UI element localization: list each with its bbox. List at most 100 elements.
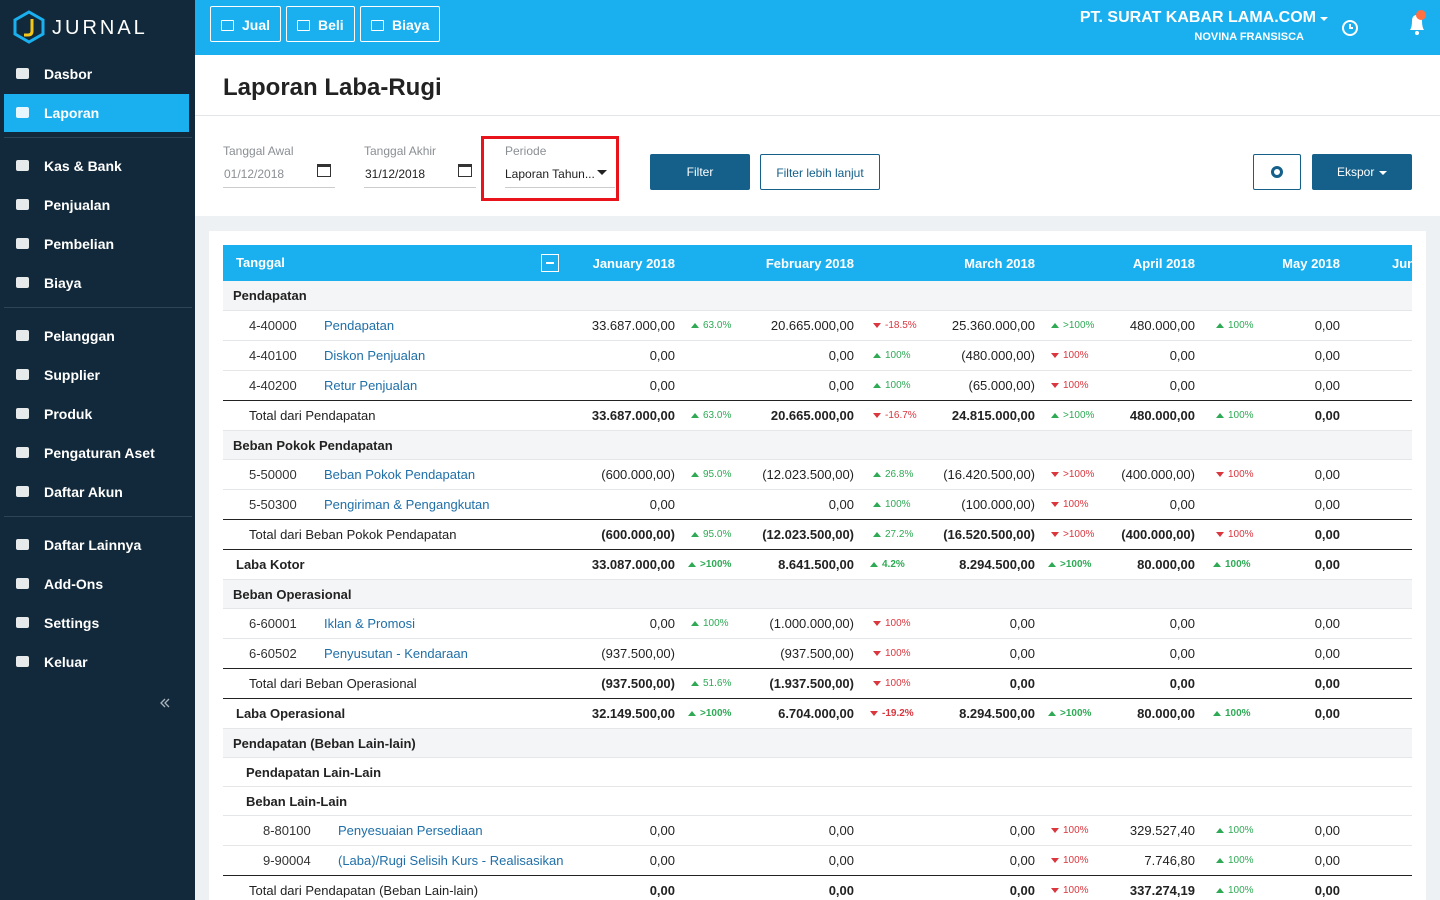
export-button[interactable]: Ekspor bbox=[1312, 154, 1412, 190]
cell-value: 0,00 bbox=[1315, 557, 1340, 572]
column-header[interactable]: Jun bbox=[1392, 256, 1412, 271]
cell-value: 0,00 bbox=[829, 853, 854, 868]
trend-label: -18.5% bbox=[885, 320, 917, 331]
trend-label: 100% bbox=[1228, 855, 1254, 866]
menu-item[interactable]: Kas & Bank bbox=[0, 148, 195, 184]
trend-up-icon bbox=[691, 532, 699, 537]
cell-value: 0,00 bbox=[650, 823, 675, 838]
menu-icon bbox=[16, 408, 29, 419]
cell-value: (100.000,00) bbox=[961, 497, 1035, 512]
column-header[interactable]: May 2018 bbox=[1282, 256, 1340, 271]
column-header[interactable]: March 2018 bbox=[964, 256, 1035, 271]
top-button[interactable]: Beli bbox=[286, 6, 355, 42]
expand-icon[interactable] bbox=[541, 254, 559, 272]
cell-value: 6.704.000,00 bbox=[778, 706, 854, 721]
menu-icon bbox=[16, 617, 29, 628]
filter-label: Periode bbox=[505, 144, 546, 158]
cell-value: (1.937.500,00) bbox=[769, 676, 854, 691]
menu-item[interactable]: Pengaturan Aset bbox=[0, 435, 195, 471]
table-row: 4-40000Pendapatan33.687.000,0063.0%20.66… bbox=[223, 310, 1412, 340]
account-name[interactable]: (Laba)/Rugi Selisih Kurs - Realisasikan bbox=[338, 853, 563, 868]
cell-value: 0,00 bbox=[1315, 378, 1340, 393]
account-name[interactable]: Pengiriman & Pengangkutan bbox=[324, 497, 490, 512]
trend-label: >100% bbox=[1060, 708, 1091, 719]
menu-item[interactable]: Penjualan bbox=[0, 187, 195, 223]
menu-item[interactable]: Dasbor bbox=[0, 56, 195, 92]
cell-value: 0,00 bbox=[829, 348, 854, 363]
trend-up-icon bbox=[691, 472, 699, 477]
menu-item[interactable]: Pelanggan bbox=[0, 318, 195, 354]
filter-value[interactable]: 01/12/2018 bbox=[224, 167, 284, 181]
account-name[interactable]: Penyusutan - Kendaraan bbox=[324, 646, 468, 661]
column-header[interactable]: Tanggal bbox=[236, 255, 285, 270]
trend-label: 4.2% bbox=[882, 559, 905, 570]
trend-label: 100% bbox=[885, 499, 911, 510]
company-caret bbox=[1320, 17, 1328, 21]
cell-value: 0,00 bbox=[1010, 616, 1035, 631]
collapse-icon[interactable] bbox=[159, 697, 171, 709]
trend-up-icon bbox=[1048, 562, 1056, 567]
menu-item[interactable]: Settings bbox=[0, 605, 195, 641]
cell-value: (937.500,00) bbox=[780, 646, 854, 661]
table-row: 5-50300Pengiriman & Pengangkutan0,000,00… bbox=[223, 489, 1412, 519]
menu-icon bbox=[16, 277, 29, 288]
column-header[interactable]: January 2018 bbox=[593, 256, 675, 271]
table-row: 8-80100Penyesuaian Persediaan0,000,000,0… bbox=[223, 815, 1412, 845]
menu-item[interactable]: Keluar bbox=[0, 644, 195, 680]
cell-value: 80.000,00 bbox=[1137, 557, 1195, 572]
menu-item[interactable]: Daftar Lainnya bbox=[0, 527, 195, 563]
cell-value: (400.000,00) bbox=[1121, 467, 1195, 482]
menu-label: Pembelian bbox=[44, 236, 114, 252]
menu-item[interactable]: Daftar Akun bbox=[0, 474, 195, 510]
advanced-filter-button[interactable]: Filter lebih lanjut bbox=[760, 154, 880, 190]
account-name[interactable]: Beban Pokok Pendapatan bbox=[324, 467, 475, 482]
account-name[interactable]: Iklan & Promosi bbox=[324, 616, 415, 631]
column-header[interactable]: February 2018 bbox=[766, 256, 854, 271]
menu-label: Pelanggan bbox=[44, 328, 115, 344]
top-button[interactable]: Biaya bbox=[360, 6, 440, 42]
row-label: Laba Kotor bbox=[236, 557, 305, 572]
trend-label: >100% bbox=[1063, 410, 1094, 421]
trend-down-icon bbox=[1216, 532, 1224, 537]
period-select[interactable]: Laporan Tahun... bbox=[505, 167, 595, 181]
user-name: NOVINA FRANSISCA bbox=[1194, 31, 1304, 43]
filter-value[interactable]: 31/12/2018 bbox=[365, 167, 425, 181]
table-row: Beban Lain-Lain bbox=[223, 786, 1412, 815]
filter-button[interactable]: Filter bbox=[650, 154, 750, 190]
settings-button[interactable] bbox=[1253, 154, 1301, 190]
menu-icon bbox=[16, 330, 29, 341]
menu-icon bbox=[16, 539, 29, 550]
bell-icon[interactable] bbox=[1405, 8, 1429, 36]
menu-item[interactable]: Biaya bbox=[0, 265, 195, 301]
topbar: JualBeliBiaya PT. SURAT KABAR LAMA.COM NOV… bbox=[195, 0, 1440, 55]
account-name[interactable]: Penyesuaian Persediaan bbox=[338, 823, 483, 838]
cell-value: 0,00 bbox=[1315, 676, 1340, 691]
top-button-icon bbox=[371, 20, 384, 31]
menu-item[interactable]: Produk bbox=[0, 396, 195, 432]
table-row: 9-90004 (Laba)/Rugi Selisih Kurs - Realis… bbox=[223, 845, 1412, 875]
top-button[interactable]: Jual bbox=[210, 6, 281, 42]
calendar-icon[interactable] bbox=[458, 164, 472, 177]
calendar-icon[interactable] bbox=[317, 164, 331, 177]
account-name[interactable]: Pendapatan bbox=[324, 318, 394, 333]
cell-value: (400.000,00) bbox=[1121, 527, 1195, 542]
company-name[interactable]: PT. SURAT KABAR LAMA.COM bbox=[1080, 9, 1316, 27]
top-button-icon bbox=[221, 20, 234, 31]
table-row: 4-40200Retur Penjualan0,000,00100%(65.00… bbox=[223, 370, 1412, 400]
trend-label: -19.2% bbox=[882, 708, 914, 719]
trend-up-icon bbox=[1051, 413, 1059, 418]
menu-item[interactable]: Laporan bbox=[0, 95, 195, 131]
cell-value: 0,00 bbox=[1010, 676, 1035, 691]
column-header[interactable]: April 2018 bbox=[1133, 256, 1195, 271]
cell-value: 0,00 bbox=[829, 378, 854, 393]
menu-item[interactable]: Pembelian bbox=[0, 226, 195, 262]
clock-icon[interactable] bbox=[1340, 18, 1360, 38]
menu-item[interactable]: Add-Ons bbox=[0, 566, 195, 602]
account-name[interactable]: Retur Penjualan bbox=[324, 378, 417, 393]
account-name[interactable]: Diskon Penjualan bbox=[324, 348, 425, 363]
trend-label: 100% bbox=[1228, 469, 1254, 480]
trend-down-icon bbox=[1051, 532, 1059, 537]
account-code: 9-90004 bbox=[263, 853, 311, 868]
menu-item[interactable]: Supplier bbox=[0, 357, 195, 393]
